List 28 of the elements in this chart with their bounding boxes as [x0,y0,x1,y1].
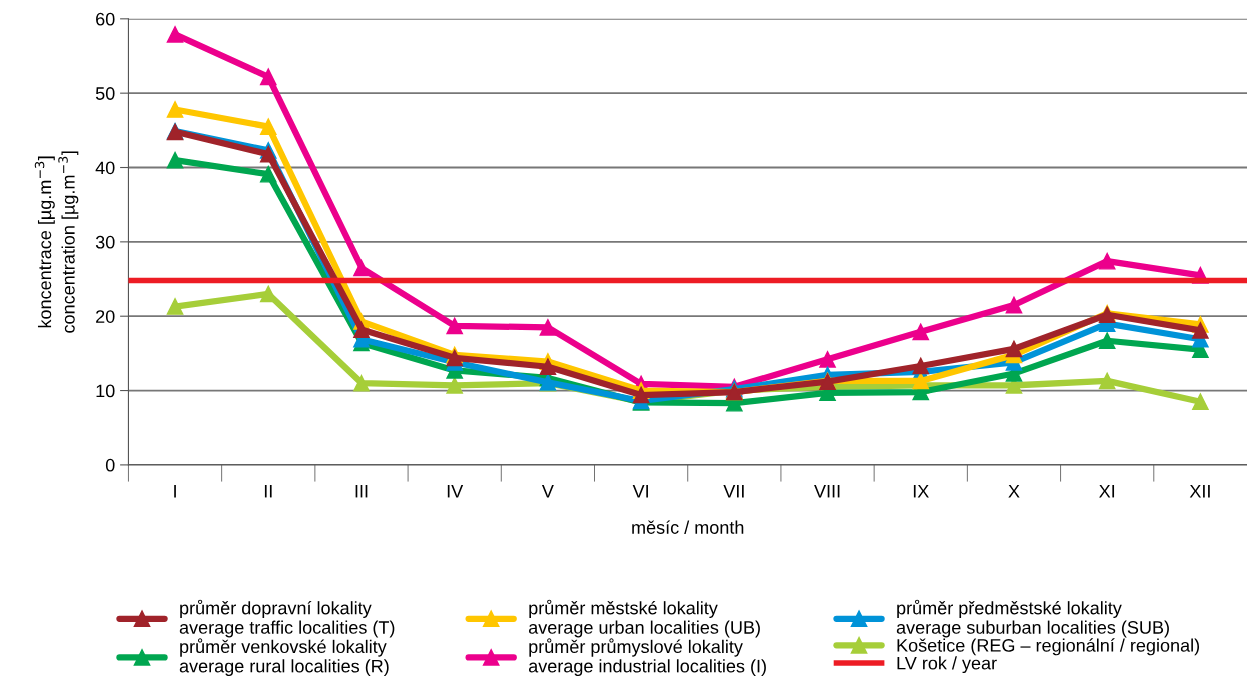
x-tick-label: XII [1189,485,1210,498]
y-tick-label: 60 [96,12,115,26]
x-tick-label: VII [723,485,744,498]
x-tick-label: I [174,485,176,498]
y-tick-label: 0 [105,458,115,472]
y-axis-title: koncentrace [µg.m$^{−3}$] concentration [µg.m$^{−3}$] [34,151,79,333]
legend-label: průměr dopravní lokality average traffic localities (T) [179,599,395,638]
y-tick-label: 50 [95,87,115,100]
x-axis-title: měsíc / month [632,520,744,534]
y-tick-label: 20 [96,310,115,323]
x-tick-label: XI [1099,485,1115,498]
legend-label: průměr průmyslové lokality average industrial localities (I) [528,638,766,677]
x-tick-label: IV [447,485,464,498]
x-tick-label: VI [632,485,648,498]
legend-label: průměr předměstské lokality average suburban localities (SUB) [896,599,1169,638]
x-tick-label: X [1008,485,1020,498]
legend-label: průměr městské lokality average urban localities (UB) [528,599,760,638]
y-tick-label: 30 [95,235,115,249]
y-tick-label: 10 [96,384,115,398]
x-tick-label: IX [913,485,929,498]
legend-label: Košetice (REG – regionální / regional) [897,638,1200,656]
legend-label: průměr venkovské lokality average rural localities (R) [179,638,389,677]
y-tick-label: 40 [95,161,115,175]
x-tick-label: III [355,485,368,498]
x-tick-label: II [264,485,272,498]
legend-label: LV rok / year [897,656,997,674]
x-tick-label: VIII [814,485,840,498]
x-tick-label: V [541,485,554,498]
